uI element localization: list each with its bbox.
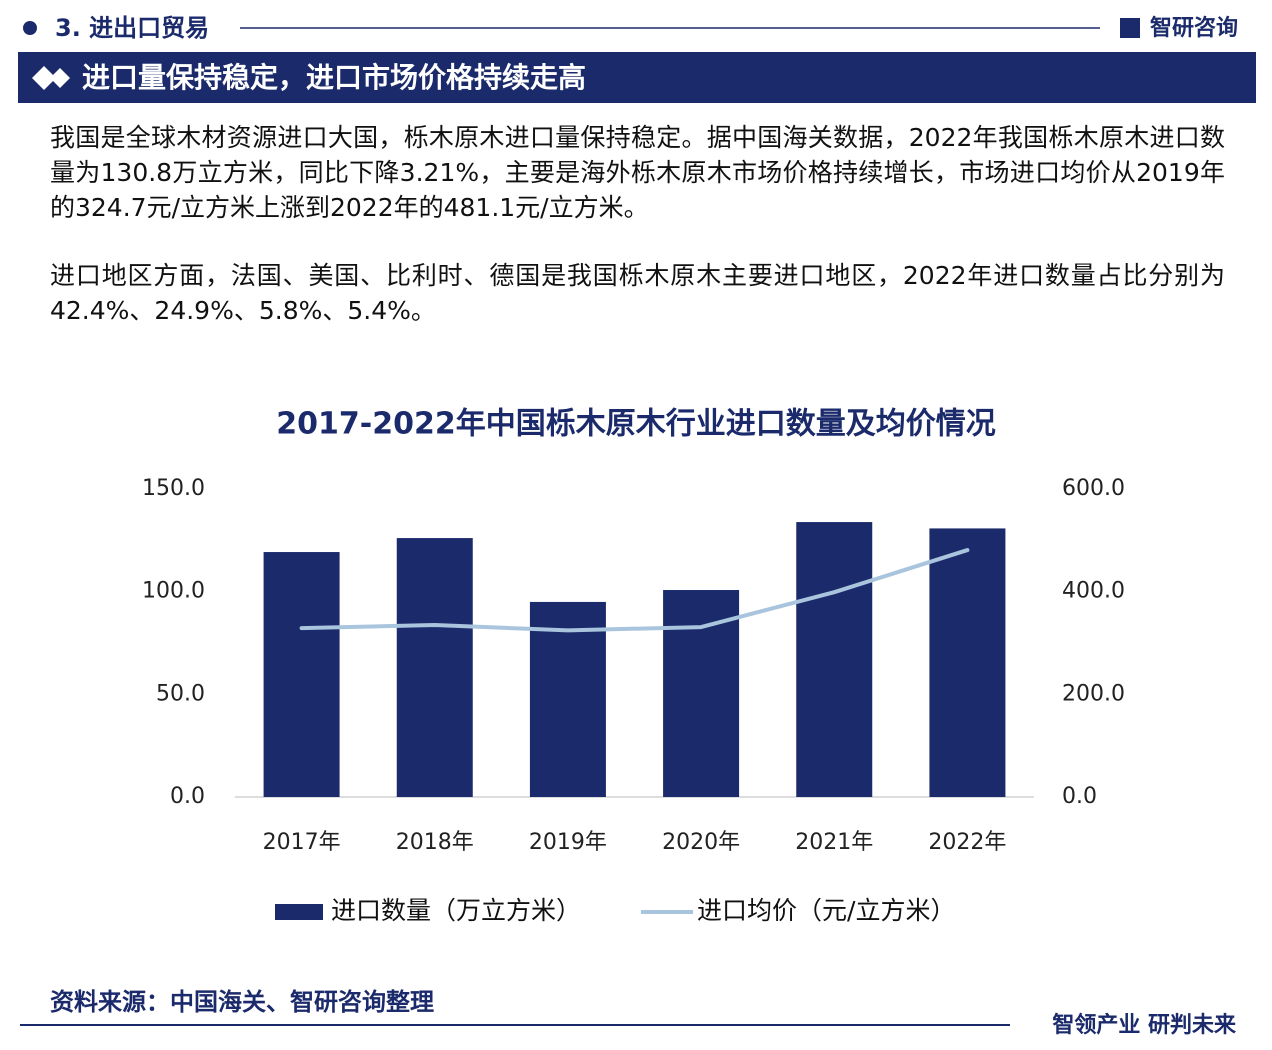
- legend-swatch: [275, 904, 323, 920]
- x-tick-label: 2020年: [662, 830, 740, 855]
- legend-label: 进口数量（万立方米）: [331, 896, 581, 925]
- banner-icon: [32, 66, 70, 90]
- section-title: 3. 进出口贸易: [55, 14, 209, 42]
- paragraph: 我国是全球木材资源进口大国，栎木原木进口量保持稳定。据中国海关数据，2022年我…: [50, 123, 1225, 222]
- bar: [929, 528, 1006, 797]
- y2-tick-label: 400.0: [1062, 579, 1125, 604]
- y-tick-label: 0.0: [170, 784, 205, 809]
- y-tick-label: 150.0: [142, 476, 205, 501]
- header: 3. 进出口贸易 智研咨询 进口量保持稳定，进口市场价格持续走高: [18, 14, 1256, 103]
- x-tick-label: 2019年: [529, 830, 607, 855]
- legend-label: 进口均价（元/立方米）: [697, 896, 955, 925]
- y2-tick-label: 600.0: [1062, 476, 1125, 501]
- chart: 2017-2022年中国栎木原木行业进口数量及均价情况 0.0 50.0 100.0…: [142, 407, 1125, 926]
- y2-tick-label: 200.0: [1062, 681, 1125, 706]
- footer: 资料来源：中国海关、智研咨询整理 智领产业 研判未来: [20, 988, 1237, 1038]
- bar: [663, 590, 740, 797]
- bullet: [23, 21, 37, 35]
- bar: [263, 552, 340, 797]
- slogan: 智领产业 研判未来: [1052, 1012, 1237, 1038]
- bar: [796, 522, 873, 797]
- x-tick-label: 2017年: [263, 830, 341, 855]
- y-tick-label: 50.0: [156, 681, 205, 706]
- line: [299, 548, 970, 633]
- y-tick-label: 100.0: [142, 579, 205, 604]
- banner-title: 进口量保持稳定，进口市场价格持续走高: [82, 61, 586, 94]
- y2-tick-label: 0.0: [1062, 784, 1097, 809]
- x-tick-label: 2022年: [928, 830, 1006, 855]
- brand: 智研咨询: [1150, 15, 1238, 41]
- paragraph: 进口地区方面，法国、美国、比利时、德国是我国栎木原木主要进口地区，2022年进口…: [50, 261, 1225, 325]
- chart-title: 2017-2022年中国栎木原木行业进口数量及均价情况: [276, 407, 995, 442]
- bar: [529, 601, 606, 797]
- banner: [18, 52, 1256, 103]
- source: 资料来源：中国海关、智研咨询整理: [50, 988, 434, 1016]
- bar: [396, 538, 473, 797]
- x-tick-label: 2018年: [396, 830, 474, 855]
- brand-logo: [1120, 18, 1140, 38]
- x-tick-label: 2021年: [795, 830, 873, 855]
